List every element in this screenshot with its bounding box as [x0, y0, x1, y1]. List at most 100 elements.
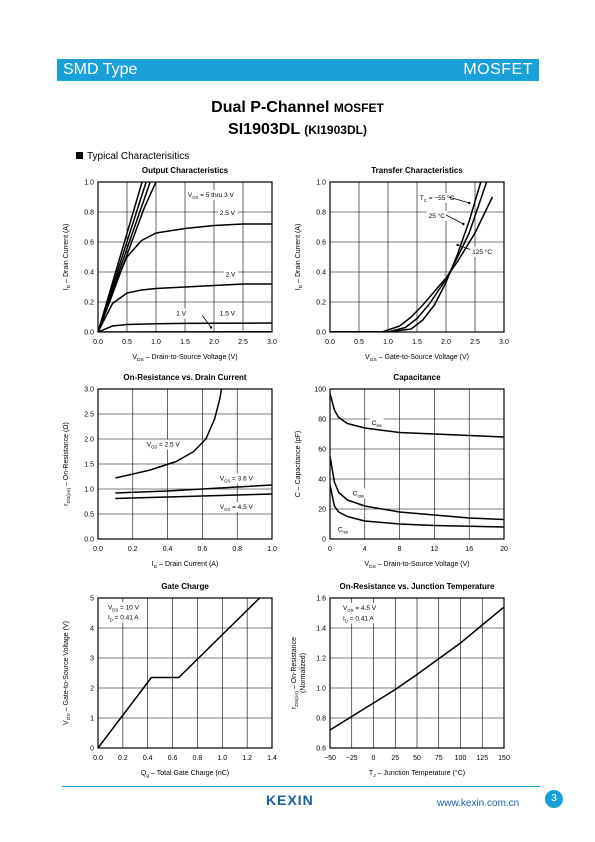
chart-title-cap: Capacitance [393, 373, 441, 382]
smd-type-label: SMD Type [63, 61, 138, 78]
plot-frame [97, 597, 273, 749]
footer-divider [62, 786, 540, 787]
x-tick-label: 0.8 [193, 755, 203, 762]
arrow-head-icon [462, 222, 465, 226]
y-tick-label: 5 [90, 596, 94, 603]
label-bg [105, 602, 142, 613]
y-tick-label: 0.0 [84, 537, 94, 544]
x-tick-label: 125 [476, 755, 488, 762]
section-heading: Typical Characterisitics [76, 151, 189, 162]
curve-label-t25: 25 °C [429, 212, 446, 220]
x-tick-label: 0.4 [143, 755, 153, 762]
y-tick-label: 2 [90, 686, 94, 693]
label-bg [144, 439, 183, 450]
title-line2-small: (KI1903DL) [304, 123, 367, 137]
curve-label-g45: VGS = 4.5 V [220, 504, 254, 512]
series-line-output-2 [98, 283, 272, 332]
y-tick-label: 0.6 [316, 746, 326, 753]
x-tick-label: 75 [435, 755, 443, 762]
y-tick-label: 1.5 [84, 462, 94, 469]
x-tick-label: 0 [372, 755, 376, 762]
chart-onres: On-Resistance vs. Drain Current 0.0 0.2 0.4… [63, 373, 277, 570]
series-line-temp-0 [330, 606, 504, 731]
y-tick-label: 3 [90, 656, 94, 663]
x-tick-label: 0.2 [128, 546, 138, 553]
label-bg [369, 418, 384, 428]
y-tick-label: 100 [314, 387, 326, 394]
y-tick-label: 0.6 [84, 240, 94, 247]
y-tick-label: 1.0 [84, 180, 94, 187]
plot-frame [329, 597, 505, 749]
x-tick-label: 0.0 [325, 339, 335, 346]
y-tick-label: 0.2 [84, 300, 94, 307]
arrow-head-icon [468, 201, 471, 205]
chart-transfer: Transfer Characteristics 0.0 0.5 1.0 1.5 2.0 2… [295, 166, 509, 363]
x-tick-label: 20 [500, 546, 508, 553]
curve-label-v15: 1.5 V [220, 311, 236, 318]
chart-title-output: Output Characteristics [142, 166, 229, 175]
part-number: SI1903DL (KI1903DL) [0, 121, 595, 139]
y-axis-label: rDS(on) – On-Resistance [291, 637, 300, 709]
y-tick-label: 0.0 [316, 330, 326, 337]
series-line-output-3 [98, 322, 272, 332]
x-tick-label: 3.0 [499, 339, 509, 346]
chart-title-onres: On-Resistance vs. Drain Current [123, 373, 246, 382]
label-bg [335, 524, 351, 535]
curve-label-tc: TC = −55 °C [420, 194, 455, 203]
pointer-arrow [445, 214, 464, 225]
y-tick-label: 2.5 [84, 412, 94, 419]
x-tick-label: 1.5 [180, 339, 190, 346]
y-tick-label: 0 [322, 537, 326, 544]
series-line-cap-2 [330, 484, 504, 528]
curve-label-t125: 125 °C [472, 248, 492, 256]
chart-title-temp: On-Resistance vs. Junction Temperature [339, 582, 495, 591]
y-tick-label: 0.2 [316, 300, 326, 307]
x-tick-label: 25 [391, 755, 399, 762]
series-line-output-0 [98, 182, 157, 332]
y-tick-label: 1.0 [316, 180, 326, 187]
curve-label-v2: 2 V [226, 272, 236, 279]
chart-title-transfer: Transfer Characteristics [371, 166, 463, 175]
doc-title: Dual P-Channel MOSFET [0, 99, 595, 117]
x-tick-label: 0.0 [93, 546, 103, 553]
y-tick-label: 0.6 [316, 240, 326, 247]
arrow-head-icon [209, 326, 213, 329]
square-bullet-icon [76, 152, 83, 159]
x-tick-label: 0.6 [198, 546, 208, 553]
series-line-cap-1 [330, 456, 504, 521]
curve-label-gid: ID = 0.41 A [108, 615, 139, 623]
x-tick-label: 0.2 [118, 755, 128, 762]
x-tick-label: 50 [413, 755, 421, 762]
y-tick-label: 0.4 [316, 270, 326, 277]
series-line-transfer-2 [330, 196, 494, 332]
y-tick-label: 80 [318, 417, 326, 424]
arrow-head-icon [456, 243, 459, 247]
label-bg [341, 603, 379, 613]
x-tick-label: 0.0 [93, 755, 103, 762]
x-axis-label: Qg – Total Gate Charge (nC) [141, 770, 229, 779]
y-tick-label: 1.0 [316, 686, 326, 693]
x-tick-label: 2.0 [209, 339, 219, 346]
y-axis-label-2: (Normalized) [300, 653, 307, 693]
series-line-transfer-0 [330, 182, 482, 332]
x-tick-label: 1.0 [267, 546, 277, 553]
curve-label-gvds: VDS = 10 V [108, 604, 140, 612]
y-axis-label: ID – Drain Current (A) [295, 224, 304, 291]
y-tick-label: 1 [90, 716, 94, 723]
title-line2: SI1903DL [228, 121, 300, 138]
x-tick-label: 2.5 [470, 339, 480, 346]
x-tick-label: 4 [363, 546, 367, 553]
label-bg [470, 247, 495, 257]
x-tick-label: 1.2 [242, 755, 252, 762]
series-line-onres-2 [115, 493, 272, 500]
x-tick-label: 0.5 [354, 339, 364, 346]
y-axis-label: C – Capacitance (pF) [295, 431, 302, 498]
plot-frame [97, 388, 273, 540]
series-line-output-1 [98, 223, 272, 332]
label-bg [350, 488, 366, 499]
x-tick-label: 16 [465, 546, 473, 553]
footer-url[interactable]: www.kexin.com.cn [437, 798, 520, 809]
label-bg [426, 211, 448, 221]
label-bg [217, 502, 256, 512]
